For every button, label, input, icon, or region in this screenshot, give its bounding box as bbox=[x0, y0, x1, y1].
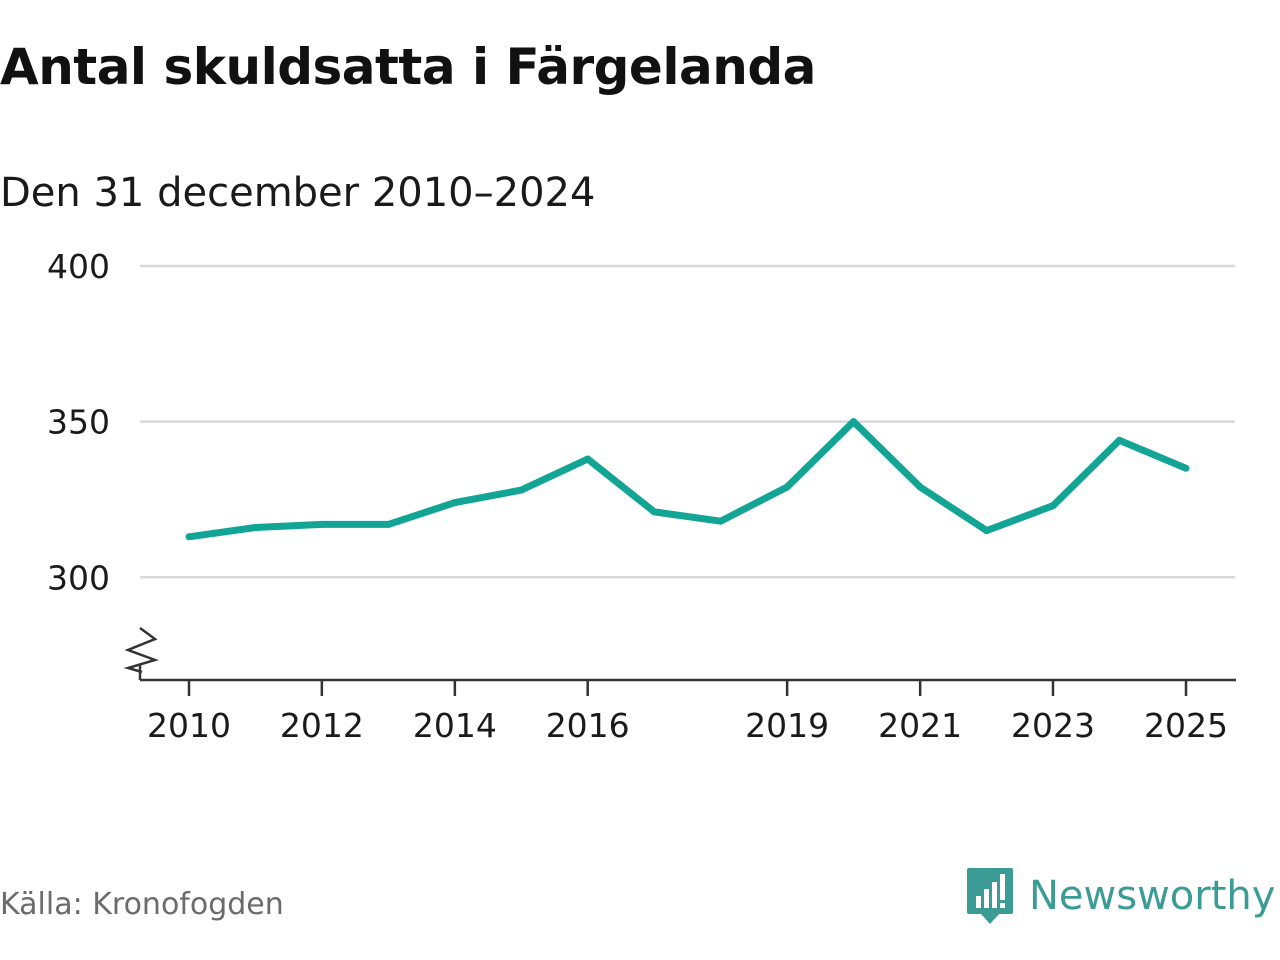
data-point-2019 bbox=[783, 483, 791, 491]
newsworthy-logo-icon bbox=[967, 868, 1013, 924]
y-tick-label: 400 bbox=[47, 247, 110, 286]
x-axis-ticks: 2010 2012 2014 2016 2019 2021 2023 2025 bbox=[147, 680, 1228, 745]
axis-break-marker bbox=[123, 626, 159, 674]
data-point-2016 bbox=[584, 455, 592, 463]
x-tick-label: 2023 bbox=[1011, 706, 1095, 745]
x-tick-label: 2014 bbox=[413, 706, 497, 745]
data-point-2014 bbox=[451, 499, 459, 507]
data-point-2013 bbox=[384, 520, 392, 528]
x-tick-label: 2025 bbox=[1144, 706, 1228, 745]
data-point-2018 bbox=[717, 517, 725, 525]
x-tick-label: 2010 bbox=[147, 706, 231, 745]
series-line bbox=[188, 418, 1188, 541]
data-point-2025 bbox=[1182, 464, 1190, 472]
brand: Newsworthy bbox=[965, 866, 1275, 926]
brand-name: Newsworthy bbox=[1029, 873, 1276, 919]
data-point-2012 bbox=[318, 520, 326, 528]
y-tick-label: 300 bbox=[47, 558, 110, 597]
series-layer bbox=[185, 418, 1190, 541]
y-axis-ticks: 300 350 400 bbox=[47, 247, 110, 597]
data-point-2021 bbox=[916, 483, 924, 491]
data-point-2015 bbox=[517, 486, 525, 494]
data-point-2011 bbox=[251, 524, 259, 531]
source-note: Källa: Kronofogden bbox=[0, 887, 284, 922]
gridlines bbox=[140, 264, 1235, 579]
x-tick-label: 2021 bbox=[878, 706, 962, 745]
x-tick-label: 2019 bbox=[745, 706, 829, 745]
data-point-2020 bbox=[850, 418, 857, 426]
data-point-2017 bbox=[650, 508, 658, 516]
x-axis bbox=[123, 626, 1236, 682]
data-point-2022 bbox=[983, 527, 991, 535]
chart-subtitle: Den 31 december 2010–2024 bbox=[0, 170, 596, 216]
data-point-2024 bbox=[1115, 436, 1123, 444]
x-tick-label: 2016 bbox=[546, 706, 630, 745]
y-tick-label: 350 bbox=[47, 403, 110, 442]
chart-title: Antal skuldsatta i Färgelanda bbox=[0, 38, 816, 96]
data-point-2010 bbox=[185, 533, 193, 541]
data-point-2023 bbox=[1049, 502, 1057, 510]
x-tick-label: 2012 bbox=[280, 706, 364, 745]
